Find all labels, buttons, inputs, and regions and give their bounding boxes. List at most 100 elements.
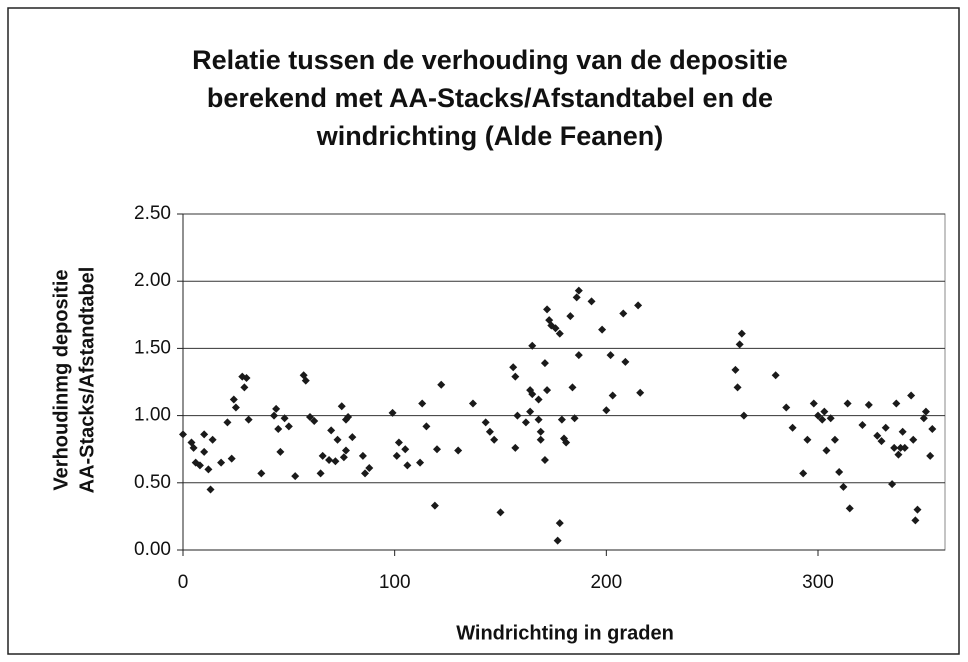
point [534,395,543,404]
point [881,423,890,432]
point [587,297,596,306]
point [731,365,740,374]
point [401,445,410,454]
point [227,454,236,463]
point [619,309,628,318]
point [892,399,901,408]
point [344,412,353,421]
point [621,357,630,366]
point [921,407,930,416]
point [608,391,617,400]
point [337,402,346,411]
point [540,455,549,464]
y-tick-label: 0.00 [134,539,171,560]
point [911,516,920,525]
point [204,465,213,474]
point [735,340,744,349]
point [341,446,350,455]
point [528,341,537,350]
point [907,391,916,400]
point [540,359,549,368]
point [481,418,490,427]
point [570,414,579,423]
point [301,376,310,385]
point [528,390,537,399]
point [306,412,314,421]
point [555,519,564,528]
point [926,451,935,460]
point [606,351,615,360]
point [388,408,397,417]
point [919,414,928,423]
point [416,458,425,467]
y-tick-label: 1.00 [134,405,171,426]
point [873,431,882,440]
point [433,445,441,454]
point [403,461,412,470]
point [898,427,907,436]
point [803,435,812,444]
chart-title: windrichting (Alde Feanen) [316,121,664,151]
point [327,426,336,435]
point [534,415,543,424]
point [392,451,401,460]
point [845,504,854,513]
point [509,363,518,372]
point [217,458,226,467]
point [229,395,238,404]
plot-area [182,213,946,551]
point [928,425,937,434]
point [291,472,300,481]
point [771,371,780,380]
point [636,388,645,397]
point [822,446,831,455]
y-tick-label: 1.50 [134,337,171,358]
point [513,411,522,420]
point [272,404,281,413]
point [316,469,325,478]
point [536,427,545,436]
point [361,469,370,478]
point [818,415,827,424]
point [551,324,560,333]
y-axis-title: Verhoudinmg depositie [50,269,72,490]
chart-title: berekend met AA-Stacks/Afstandtabel en d… [207,83,773,113]
point [890,443,899,452]
point [788,423,797,432]
point [231,403,240,412]
x-tick-label: 100 [379,572,411,593]
point [325,455,334,464]
point [333,435,342,444]
point [284,422,293,431]
point [739,411,748,420]
point [574,351,583,360]
point [454,446,463,455]
point [511,443,520,452]
point [526,407,535,416]
point [568,383,577,392]
y-tick-label: 2.50 [134,203,171,224]
point [195,461,204,470]
point [485,427,494,436]
point [913,505,922,514]
point [200,430,209,439]
point [511,372,520,381]
point [536,435,545,444]
point [496,508,505,517]
point [826,414,835,423]
point [896,443,905,452]
chart-title: Relatie tussen de verhouding van de depo… [192,45,788,75]
point [562,438,571,447]
point [179,430,187,439]
point [782,403,791,412]
point [223,418,232,427]
point [348,433,357,442]
point [394,438,403,447]
point [553,536,562,545]
point [737,329,746,338]
point [830,435,839,444]
point [877,437,886,446]
point [206,485,215,494]
point [318,451,327,460]
